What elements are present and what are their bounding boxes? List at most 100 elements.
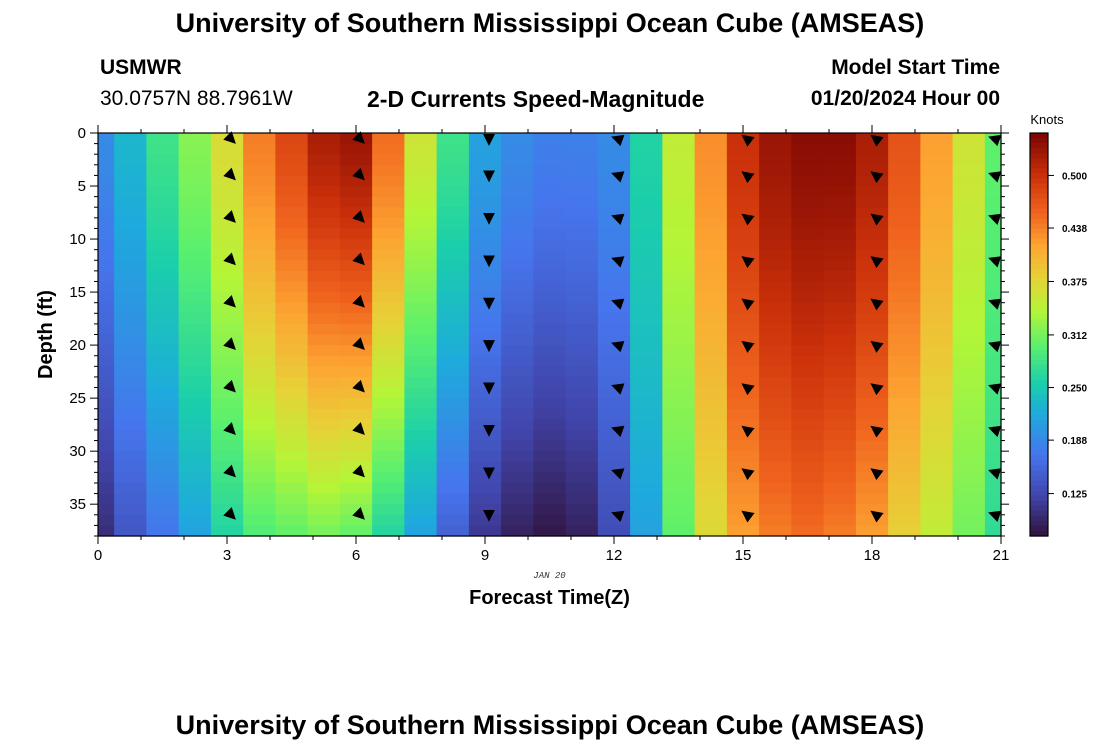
heat-cell (630, 239, 663, 251)
heat-cell (823, 387, 857, 399)
heat-cell (339, 260, 373, 272)
heat-cell (855, 196, 889, 208)
heat-cell (372, 472, 405, 484)
heat-cell (888, 451, 921, 463)
heat-cell (468, 196, 502, 208)
heat-cell (178, 260, 212, 272)
heat-cell (662, 249, 696, 261)
heat-cell (210, 228, 244, 240)
heat-cell (114, 525, 147, 537)
heat-cell (662, 323, 696, 336)
heat-cell (275, 143, 309, 155)
heat-cell (98, 207, 115, 219)
heat-cell (178, 345, 212, 357)
heat-cell (533, 217, 567, 230)
heat-cell (501, 164, 534, 177)
heat-cell (984, 493, 1002, 505)
x-axis: 0 3 6 9 12 15 18 21 (94, 125, 1009, 564)
heat-cell (565, 133, 599, 145)
heat-cell (468, 143, 502, 155)
heat-cell (630, 419, 663, 431)
current-vector (870, 298, 884, 311)
heat-cell (210, 514, 244, 526)
colorbar-segment (1030, 304, 1048, 310)
heat-cell (565, 514, 599, 526)
heat-cell (372, 249, 405, 261)
heat-cell (694, 270, 728, 283)
heat-cell (662, 207, 696, 219)
heat-cell (791, 281, 825, 293)
heat-cell (759, 186, 792, 198)
heat-cell (98, 302, 115, 314)
heat-cell (759, 514, 792, 526)
heat-cell (984, 472, 1002, 484)
heat-cell (726, 504, 760, 516)
heat-cell (920, 143, 954, 155)
heat-cell (243, 249, 276, 261)
current-vector (870, 134, 884, 147)
heat-cell (114, 398, 147, 410)
heat-cell (307, 302, 341, 314)
heat-cell (98, 334, 115, 346)
heat-cell (339, 525, 373, 537)
current-vector (611, 134, 625, 147)
heat-cell (372, 186, 405, 198)
heat-cell (823, 398, 857, 410)
heat-cell (855, 493, 889, 505)
heat-cell (501, 270, 534, 283)
colorbar-segment (1030, 309, 1048, 315)
heat-cell (372, 451, 405, 463)
heat-cell (404, 514, 438, 526)
heat-cell (662, 217, 696, 230)
current-vector (223, 210, 236, 223)
heat-cell (533, 281, 567, 293)
heat-cell (952, 228, 986, 240)
heat-cell (210, 408, 244, 420)
heat-cell (984, 228, 1002, 240)
heat-cell (694, 196, 728, 208)
heat-cell (243, 355, 276, 367)
heat-cell (920, 228, 954, 240)
heat-cell (275, 196, 309, 208)
heat-cell (98, 270, 115, 283)
heat-cell (275, 408, 309, 420)
current-vector (611, 383, 625, 395)
heat-cell (597, 270, 631, 283)
heat-cell (533, 472, 567, 484)
heat-cell (726, 260, 760, 272)
heat-cell (501, 249, 534, 261)
heat-cell (307, 217, 341, 230)
heat-cell (597, 398, 631, 410)
current-vector (741, 340, 755, 353)
heat-cell (662, 239, 696, 251)
heat-cell (759, 366, 792, 378)
heat-cell (823, 249, 857, 261)
heat-cell (694, 154, 728, 166)
heat-cell (855, 302, 889, 314)
heat-cell (630, 440, 663, 452)
heat-cell (533, 154, 567, 166)
heat-cell (791, 366, 825, 378)
heat-cell (114, 429, 147, 442)
current-vector (988, 510, 1002, 523)
heat-cell (275, 323, 309, 336)
heat-cell (855, 451, 889, 463)
heat-cell (823, 376, 857, 389)
heat-cell (694, 440, 728, 452)
heat-cell (210, 440, 244, 452)
heat-cell (146, 482, 180, 495)
heat-cell (307, 408, 341, 420)
colorbar-segment (1030, 455, 1048, 462)
heat-cell (243, 525, 276, 537)
current-vector (870, 468, 884, 481)
heat-cell (630, 345, 663, 357)
heat-cell (791, 207, 825, 219)
heat-cell (404, 270, 438, 283)
current-vector (223, 506, 236, 520)
heat-cell (759, 387, 792, 399)
heat-cell (98, 143, 115, 155)
heat-cell (243, 493, 276, 505)
heat-cell (339, 482, 373, 495)
heat-cell (855, 249, 889, 261)
heat-cell (372, 217, 405, 230)
